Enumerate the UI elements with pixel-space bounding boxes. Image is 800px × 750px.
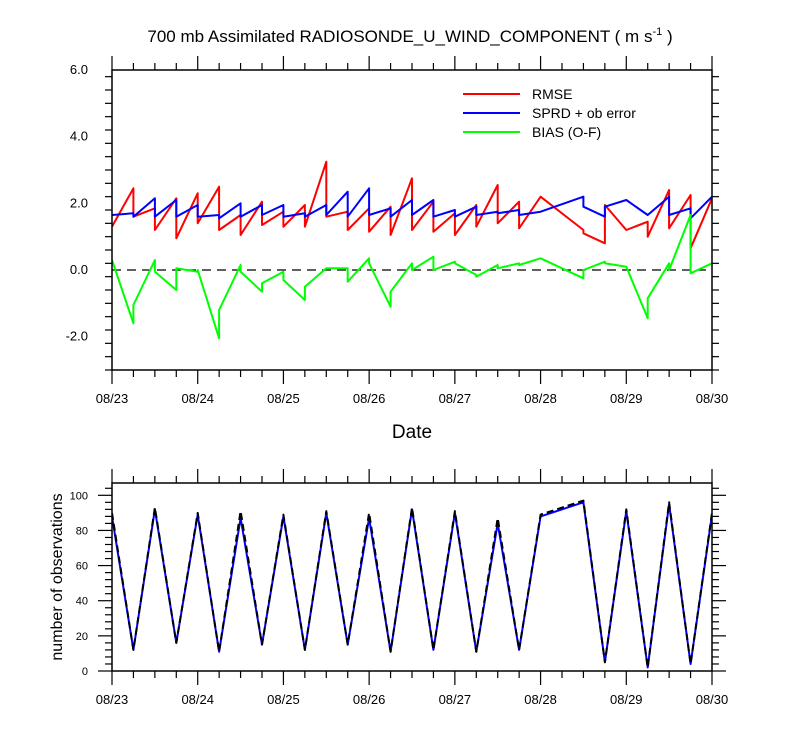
bottom-y-axis-label: number of observations bbox=[49, 493, 66, 660]
top-y-tick-label: 6.0 bbox=[70, 62, 88, 77]
bottom-y-tick-labels: 0 20 40 60 80 100 bbox=[70, 490, 88, 678]
top-tick-marks bbox=[105, 56, 719, 384]
top-y-tick-label: -2.0 bbox=[66, 329, 88, 344]
top-x-tick-label: 08/30 bbox=[696, 391, 729, 406]
top-x-tick-label: 08/29 bbox=[610, 391, 643, 406]
top-y-tick-label: 2.0 bbox=[70, 195, 88, 210]
legend: RMSE SPRD + ob error BIAS (O-F) bbox=[463, 86, 636, 140]
bottom-x-tick-label: 08/26 bbox=[353, 692, 386, 707]
legend-sprd-label: SPRD + ob error bbox=[532, 105, 636, 121]
legend-rmse-label: RMSE bbox=[532, 86, 572, 102]
bottom-y-tick-label: 80 bbox=[76, 525, 88, 537]
top-y-tick-labels: -2.0 0.0 2.0 4.0 6.0 bbox=[66, 62, 88, 344]
legend-bias-label: BIAS (O-F) bbox=[532, 124, 601, 140]
top-chart: -2.00.02.04.06.0 08/23 08/24 08/25 08/26 08/… bbox=[66, 56, 729, 443]
bottom-x-tick-label: 08/24 bbox=[181, 692, 214, 707]
bottom-tick-marks bbox=[98, 469, 726, 685]
top-series-group bbox=[112, 160, 712, 340]
bottom-x-tick-label: 08/30 bbox=[696, 692, 729, 707]
top-series-line-rmse bbox=[112, 160, 712, 250]
top-x-axis-label: Date bbox=[392, 422, 432, 443]
top-series-line-sprd-ob-error bbox=[112, 187, 712, 220]
bottom-series-group bbox=[112, 499, 712, 669]
bottom-x-tick-label: 08/28 bbox=[524, 692, 557, 707]
top-x-tick-label: 08/28 bbox=[524, 391, 557, 406]
top-series-line-bias-o-f bbox=[112, 214, 712, 340]
top-plot-frame bbox=[111, 69, 713, 371]
top-x-tick-label: 08/27 bbox=[439, 391, 472, 406]
bottom-plot-frame bbox=[111, 482, 713, 672]
bottom-y-tick-label: 40 bbox=[76, 596, 88, 608]
top-x-tick-label: 08/23 bbox=[96, 391, 129, 406]
top-y-tick-label: 0.0 bbox=[70, 262, 88, 277]
bottom-y-tick-label: 20 bbox=[76, 631, 88, 643]
bottom-y-tick-label: 60 bbox=[76, 561, 88, 573]
bottom-y-tick-label: 100 bbox=[70, 490, 88, 502]
bottom-x-tick-label: 08/29 bbox=[610, 692, 643, 707]
bottom-series-line-observations-assimilated bbox=[112, 501, 712, 669]
top-x-tick-label: 08/26 bbox=[353, 391, 386, 406]
bottom-x-tick-labels: 08/23 08/24 08/25 08/26 08/27 08/28 08/29 08/30 bbox=[96, 692, 729, 707]
top-y-tick-label: 4.0 bbox=[70, 129, 88, 144]
chart-title: 700 mb Assimilated RADIOSONDE_U_WIND_COM… bbox=[147, 26, 672, 46]
bottom-series-line-observations-possible bbox=[112, 499, 712, 669]
bottom-x-tick-label: 08/27 bbox=[439, 692, 472, 707]
bottom-y-tick-label: 0 bbox=[82, 666, 88, 678]
top-x-tick-label: 08/25 bbox=[267, 391, 300, 406]
bottom-x-tick-label: 08/23 bbox=[96, 692, 129, 707]
bottom-x-tick-label: 08/25 bbox=[267, 692, 300, 707]
top-x-tick-label: 08/24 bbox=[181, 391, 214, 406]
top-x-tick-labels: 08/23 08/24 08/25 08/26 08/27 08/28 08/29 08/30 bbox=[96, 391, 729, 406]
